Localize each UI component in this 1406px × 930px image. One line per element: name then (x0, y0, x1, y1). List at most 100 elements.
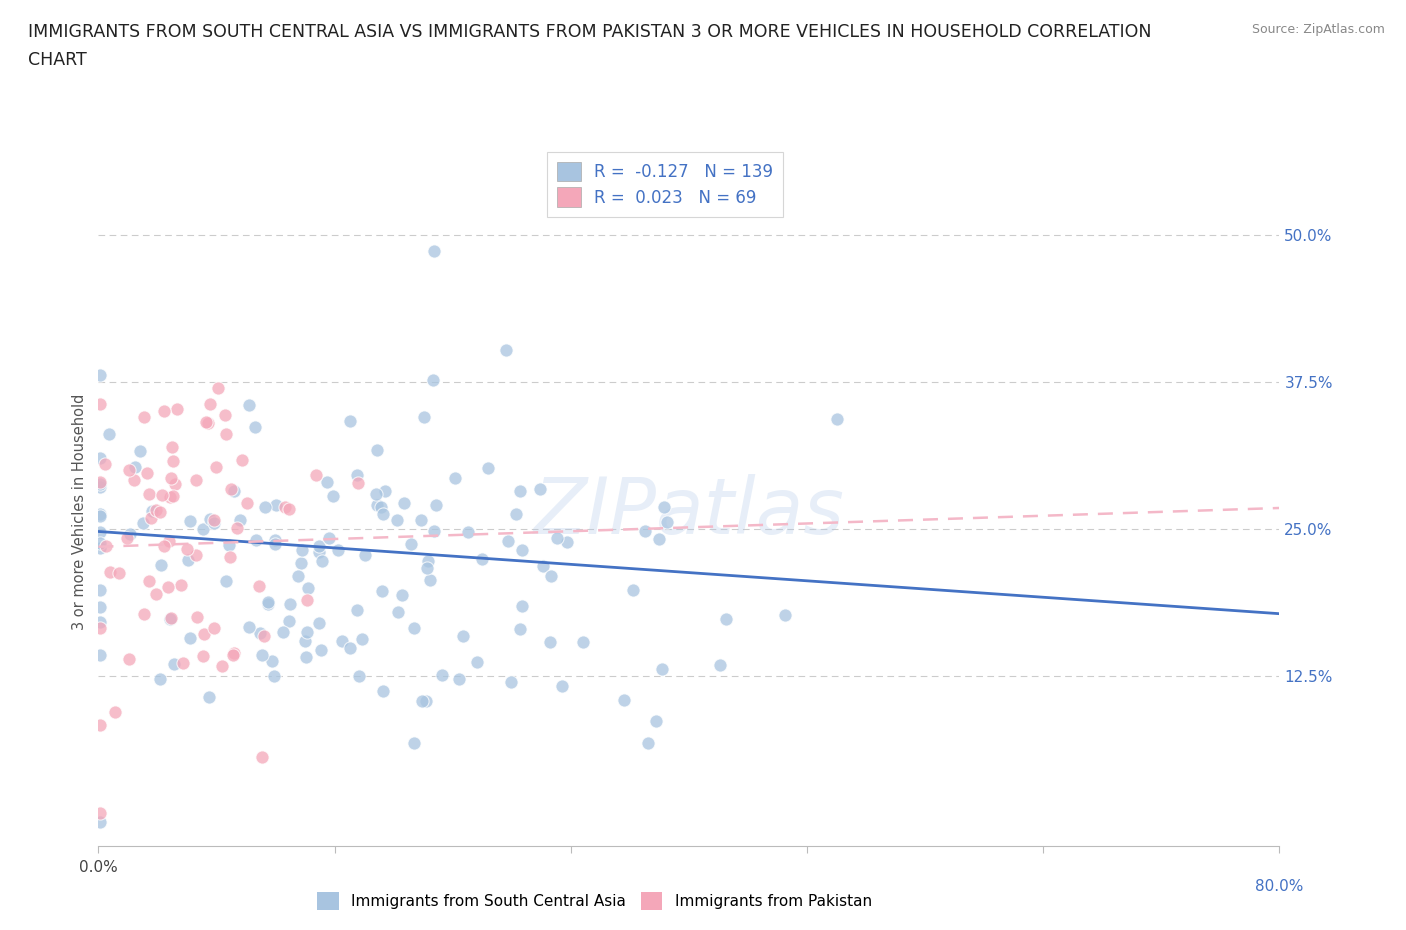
Point (186, 548, 208, 563)
Point (215, 426, 238, 441)
Point (198, 512, 221, 526)
Point (172, 656, 194, 671)
Point (218, 538, 240, 552)
Point (416, 553, 439, 568)
Point (374, 484, 396, 498)
Point (159, 610, 181, 625)
Point (202, 512, 225, 527)
Point (263, 537, 285, 551)
Point (219, 482, 242, 497)
Point (657, 514, 679, 529)
Point (278, 596, 301, 611)
Legend: Immigrants from South Central Asia, Immigrants from Pakistan: Immigrants from South Central Asia, Immi… (311, 885, 877, 916)
Point (236, 495, 259, 510)
Point (153, 403, 176, 418)
Point (444, 471, 467, 485)
Point (322, 488, 344, 503)
Point (419, 573, 441, 588)
Point (115, 531, 138, 546)
Point (145, 502, 167, 517)
Point (637, 736, 659, 751)
Point (257, 597, 280, 612)
Point (330, 633, 353, 648)
Point (162, 454, 184, 469)
Point (249, 626, 271, 641)
Point (278, 501, 301, 516)
Point (139, 511, 162, 525)
Point (495, 342, 517, 357)
Point (449, 671, 471, 686)
Point (294, 633, 316, 648)
Point (613, 693, 636, 708)
Point (346, 603, 368, 618)
Point (555, 535, 578, 550)
Point (122, 472, 145, 487)
Point (89, 535, 111, 550)
Point (224, 484, 246, 498)
Point (510, 543, 533, 558)
Point (160, 471, 183, 485)
Point (98, 427, 121, 442)
Point (457, 525, 479, 539)
Point (205, 459, 228, 474)
Point (179, 631, 201, 645)
Point (135, 466, 157, 481)
Point (118, 463, 141, 478)
Point (540, 568, 562, 583)
Point (191, 522, 214, 537)
Point (546, 530, 568, 545)
Point (305, 467, 328, 482)
Point (264, 498, 287, 512)
Point (191, 648, 214, 663)
Point (350, 631, 373, 646)
Point (193, 626, 215, 641)
Point (505, 506, 527, 521)
Point (176, 542, 198, 557)
Point (128, 444, 150, 458)
Point (166, 402, 188, 417)
Point (224, 645, 246, 660)
Point (391, 587, 413, 602)
Text: 80.0%: 80.0% (1256, 879, 1303, 894)
Point (773, 607, 796, 622)
Point (509, 483, 531, 498)
Point (89, 507, 111, 522)
Point (309, 642, 332, 657)
Point (89, 582, 111, 597)
Point (149, 671, 172, 686)
Point (308, 545, 330, 560)
Point (411, 694, 433, 709)
Point (371, 507, 394, 522)
Point (366, 498, 388, 512)
Point (226, 521, 249, 536)
Point (222, 647, 245, 662)
Point (89, 475, 111, 490)
Point (149, 505, 172, 520)
Point (277, 613, 299, 628)
Point (648, 531, 671, 546)
Point (238, 397, 260, 412)
Point (339, 414, 361, 429)
Point (229, 512, 252, 527)
Point (170, 578, 193, 592)
Point (385, 512, 408, 527)
Point (654, 499, 676, 514)
Point (89, 367, 111, 382)
Point (387, 604, 409, 619)
Point (138, 574, 160, 589)
Point (366, 443, 388, 458)
Point (124, 459, 146, 474)
Point (394, 496, 416, 511)
Point (211, 658, 233, 673)
Point (297, 580, 319, 595)
Text: ZIPatlas: ZIPatlas (533, 473, 845, 550)
Point (551, 678, 574, 693)
Point (399, 537, 422, 551)
Point (186, 609, 208, 624)
Point (498, 534, 520, 549)
Point (118, 526, 141, 541)
Point (295, 593, 318, 608)
Point (231, 453, 253, 468)
Point (162, 488, 184, 503)
Point (465, 655, 488, 670)
